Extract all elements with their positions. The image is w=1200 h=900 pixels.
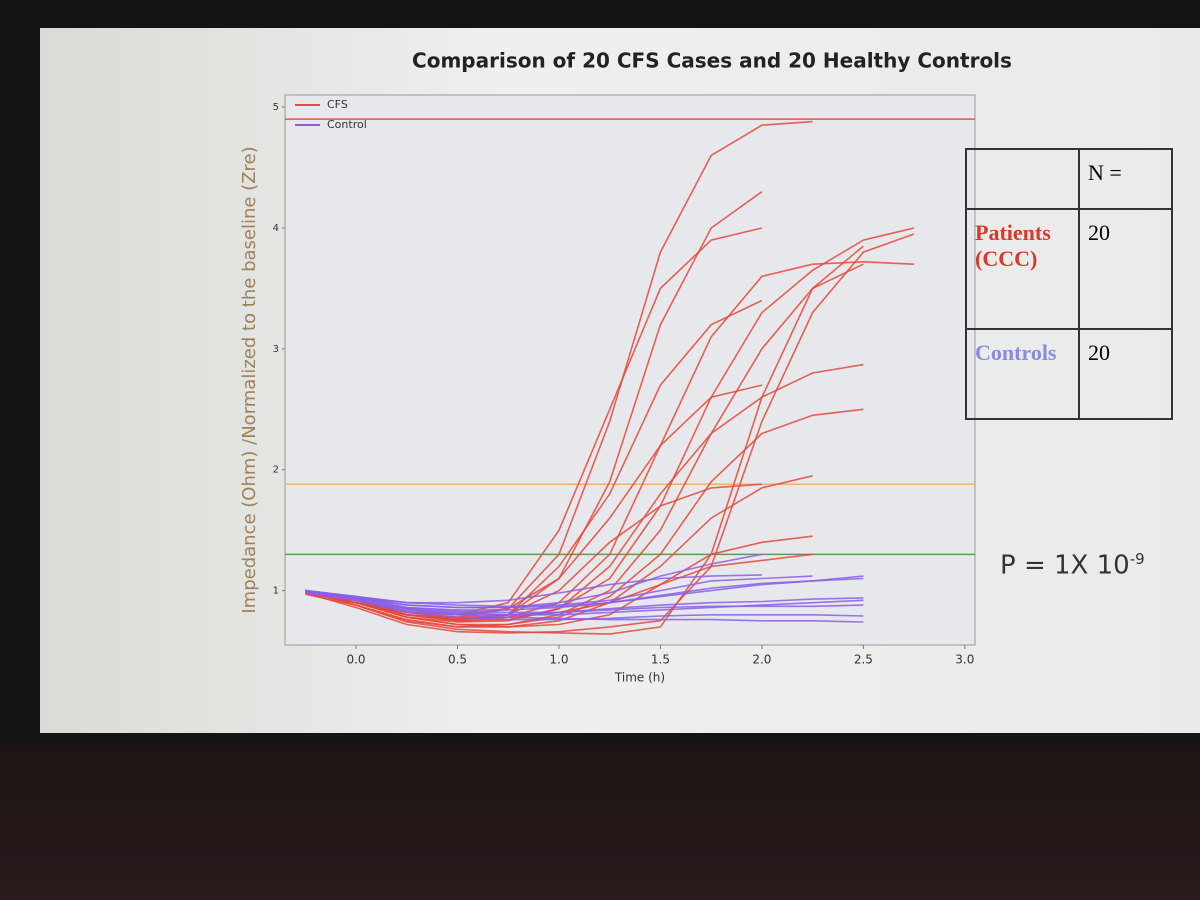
data-line (305, 535, 813, 628)
row-label: Patients (CCC) (965, 208, 1080, 330)
empty-cell (965, 148, 1080, 210)
data-line (305, 227, 763, 616)
row-label: Controls (965, 328, 1080, 420)
legend-label: Control (327, 118, 367, 131)
data-line (305, 589, 864, 621)
summary-table: N = Patients (CCC) 20 Controls 20 (965, 148, 1173, 420)
p-value-exponent: -9 (1129, 550, 1145, 568)
y-tick-label: 5 (273, 102, 279, 113)
data-line (305, 233, 915, 634)
plot-area (284, 94, 976, 646)
y-axis-label: Impedance (Ohm) /Normalized to the basel… (239, 146, 260, 613)
table-header: N = (1078, 148, 1173, 210)
data-line (305, 577, 864, 609)
x-tick-label: 2.0 (752, 653, 771, 667)
row-value: 20 (1078, 208, 1173, 330)
x-tick-label: 1.0 (549, 653, 568, 667)
x-tick-label: 1.5 (651, 653, 670, 667)
x-axis-label: Time (h) (614, 671, 665, 685)
y-tick-label: 1 (273, 586, 279, 597)
chart-title: Comparison of 20 CFS Cases and 20 Health… (412, 49, 1012, 73)
row-value: 20 (1078, 328, 1173, 420)
x-tick-label: 0.5 (448, 653, 467, 667)
x-tick-label: 2.5 (854, 653, 873, 667)
data-line (305, 591, 864, 616)
audience (0, 740, 1200, 900)
y-tick-label: 3 (273, 344, 279, 355)
p-value-text: P = 1X 10 (1000, 550, 1130, 581)
data-line (305, 245, 864, 635)
x-tick-label: 3.0 (955, 653, 974, 667)
data-line (305, 589, 864, 614)
y-tick-label: 2 (273, 465, 279, 476)
x-tick-label: 0.0 (346, 653, 365, 667)
legend-label: CFS (327, 98, 348, 111)
y-tick-label: 4 (273, 223, 279, 234)
data-line (305, 475, 813, 628)
p-value: P = 1X 10-9 (1000, 550, 1145, 581)
data-line (305, 574, 762, 604)
